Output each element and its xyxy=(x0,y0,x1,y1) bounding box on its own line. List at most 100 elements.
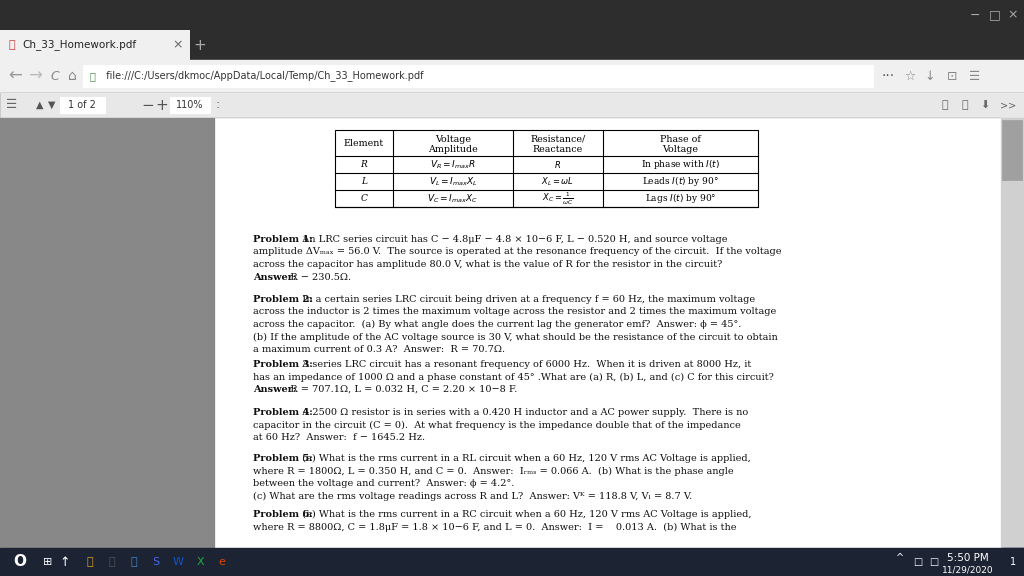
Text: ⊡: ⊡ xyxy=(947,70,957,82)
Bar xyxy=(0,118,1000,548)
Text: $V_L = I_{max}X_L$: $V_L = I_{max}X_L$ xyxy=(428,175,477,188)
Text: ▼: ▼ xyxy=(48,100,55,110)
Text: ···: ··· xyxy=(882,69,895,83)
Text: where R = 1800Ω, L = 0.350 H, and C = 0.  Answer:  Iᵣₘₛ = 0.066 A.  (b) What is : where R = 1800Ω, L = 0.350 H, and C = 0.… xyxy=(253,467,733,476)
Text: amplitude ΔVₘₐₓ = 56.0 V.  The source is operated at the resonance frequency of : amplitude ΔVₘₐₓ = 56.0 V. The source is … xyxy=(253,248,781,256)
Text: Problem 4:: Problem 4: xyxy=(253,408,312,417)
Bar xyxy=(0,30,190,60)
Text: +: + xyxy=(156,97,168,112)
Text: 5:50 PM: 5:50 PM xyxy=(947,553,989,563)
Text: e: e xyxy=(218,557,225,567)
Text: Leads $I(t)$ by 90$°$: Leads $I(t)$ by 90$°$ xyxy=(642,175,719,188)
Text: ☆: ☆ xyxy=(904,70,915,82)
Text: >>: >> xyxy=(999,100,1016,110)
Text: ×: × xyxy=(1008,9,1018,21)
Text: 📄: 📄 xyxy=(8,40,15,50)
Text: □: □ xyxy=(913,557,923,567)
Text: where R = 8800Ω, C = 1.8μF = 1.8 × 10−6 F, and L = 0.  Answer:  I =    0.013 A. : where R = 8800Ω, C = 1.8μF = 1.8 × 10−6 … xyxy=(253,522,736,532)
Bar xyxy=(1000,118,1024,548)
Text: ×: × xyxy=(173,39,183,51)
Text: 1 of 2: 1 of 2 xyxy=(68,100,96,110)
Bar xyxy=(0,60,1024,92)
Bar xyxy=(0,0,1024,30)
Text: ←: ← xyxy=(8,67,22,85)
Text: 🔒: 🔒 xyxy=(109,557,116,567)
Bar xyxy=(170,97,210,113)
Text: $V_C = I_{max}X_C$: $V_C = I_{max}X_C$ xyxy=(427,192,478,204)
Bar xyxy=(215,118,1000,548)
Text: □: □ xyxy=(930,557,939,567)
Text: 11/29/2020: 11/29/2020 xyxy=(942,566,994,574)
Text: ▲: ▲ xyxy=(36,100,44,110)
Text: R = 707.1Ω, L = 0.032 H, C = 2.20 × 10−8 F.: R = 707.1Ω, L = 0.032 H, C = 2.20 × 10−8… xyxy=(285,385,517,394)
Text: ↑: ↑ xyxy=(59,555,71,569)
Text: W: W xyxy=(172,557,183,567)
Text: at 60 Hz?  Answer:  f − 1645.2 Hz.: at 60 Hz? Answer: f − 1645.2 Hz. xyxy=(253,433,425,442)
Text: Phase of: Phase of xyxy=(660,135,701,143)
Text: $X_L = \omega L$: $X_L = \omega L$ xyxy=(542,175,574,188)
Text: □: □ xyxy=(989,9,1000,21)
Text: ⛶: ⛶ xyxy=(942,100,948,110)
Text: L: L xyxy=(361,177,367,186)
Bar xyxy=(335,130,758,207)
Bar xyxy=(1002,548,1024,576)
Text: R: R xyxy=(360,160,368,169)
Text: 💠: 💠 xyxy=(131,557,137,567)
Text: ⬇: ⬇ xyxy=(980,100,989,110)
Text: Element: Element xyxy=(344,138,384,147)
Text: Problem 5:: Problem 5: xyxy=(253,454,312,463)
Text: ⌂: ⌂ xyxy=(68,69,77,83)
Text: Problem 3:: Problem 3: xyxy=(253,360,312,369)
Text: (a) What is the rms current in a RL circuit when a 60 Hz, 120 V rms AC Voltage i: (a) What is the rms current in a RL circ… xyxy=(296,454,751,463)
Text: has an impedance of 1000 Ω and a phase constant of 45° .What are (a) R, (b) L, a: has an impedance of 1000 Ω and a phase c… xyxy=(253,373,774,382)
Bar xyxy=(0,30,1024,60)
Text: a maximum current of 0.3 A?  Answer:  R = 70.7Ω.: a maximum current of 0.3 A? Answer: R = … xyxy=(253,345,505,354)
Text: R − 230.5Ω.: R − 230.5Ω. xyxy=(285,272,351,282)
Text: A series LRC circuit has a resonant frequency of 6000 Hz.  When it is driven at : A series LRC circuit has a resonant freq… xyxy=(296,360,752,369)
Text: −: − xyxy=(970,9,980,21)
Text: capacitor in the circuit (C = 0).  At what frequency is the impedance double tha: capacitor in the circuit (C = 0). At wha… xyxy=(253,420,740,430)
Text: $V_R = I_{max}R$: $V_R = I_{max}R$ xyxy=(430,158,476,170)
Text: X: X xyxy=(197,557,204,567)
Text: Reactance: Reactance xyxy=(532,145,583,153)
Text: −: − xyxy=(141,97,155,112)
Text: across the capacitor has amplitude 80.0 V, what is the value of R for the resist: across the capacitor has amplitude 80.0 … xyxy=(253,260,722,269)
Text: Ch_33_Homework.pdf: Ch_33_Homework.pdf xyxy=(22,40,136,51)
Text: C: C xyxy=(360,194,368,203)
Text: :: : xyxy=(216,98,220,112)
Text: ^: ^ xyxy=(896,553,904,563)
Text: In a certain series LRC circuit being driven at a frequency f = 60 Hz, the maxim: In a certain series LRC circuit being dr… xyxy=(296,295,755,304)
Text: Amplitude: Amplitude xyxy=(428,145,478,153)
Text: 📁: 📁 xyxy=(87,557,93,567)
Bar xyxy=(0,548,1024,576)
Text: $R$: $R$ xyxy=(554,159,561,170)
Text: between the voltage and current?  Answer: ϕ = 4.2°.: between the voltage and current? Answer:… xyxy=(253,479,514,488)
Text: Resistance/: Resistance/ xyxy=(530,135,586,143)
Text: (c) What are the rms voltage readings across R and L?  Answer: Vᴷ = 118.8 V, Vₗ : (c) What are the rms voltage readings ac… xyxy=(253,491,692,501)
Text: (b) If the amplitude of the AC voltage source is 30 V, what should be the resist: (b) If the amplitude of the AC voltage s… xyxy=(253,332,778,342)
Text: Answer:: Answer: xyxy=(253,385,296,394)
Bar xyxy=(83,65,873,87)
Text: ☰: ☰ xyxy=(6,98,17,112)
Text: Problem 1:: Problem 1: xyxy=(253,235,312,244)
Text: (a) What is the rms current in a RC circuit when a 60 Hz, 120 V rms AC Voltage i: (a) What is the rms current in a RC circ… xyxy=(296,510,752,519)
Text: file:///C:/Users/dkmoc/AppData/Local/Temp/Ch_33_Homework.pdf: file:///C:/Users/dkmoc/AppData/Local/Tem… xyxy=(100,70,424,81)
Bar xyxy=(1002,120,1022,180)
Text: 1: 1 xyxy=(1010,557,1016,567)
Text: →: → xyxy=(28,67,42,85)
Text: +: + xyxy=(194,37,207,52)
Text: ↓: ↓ xyxy=(925,70,935,82)
Text: ⊞: ⊞ xyxy=(43,557,52,567)
Text: Answer:: Answer: xyxy=(253,272,296,282)
Text: C: C xyxy=(50,70,59,82)
Bar xyxy=(60,97,105,113)
Text: S: S xyxy=(153,557,160,567)
Text: Lags $I(t)$ by 90$°$: Lags $I(t)$ by 90$°$ xyxy=(645,192,716,205)
Text: Voltage: Voltage xyxy=(663,145,698,153)
Text: Problem 6:: Problem 6: xyxy=(253,510,312,519)
Text: $X_C = \frac{1}{\omega C}$: $X_C = \frac{1}{\omega C}$ xyxy=(542,190,573,207)
Text: Voltage: Voltage xyxy=(435,135,471,143)
Text: 110%: 110% xyxy=(176,100,204,110)
Text: 🖶: 🖶 xyxy=(962,100,969,110)
Text: In phase with $I(t)$: In phase with $I(t)$ xyxy=(641,158,720,171)
